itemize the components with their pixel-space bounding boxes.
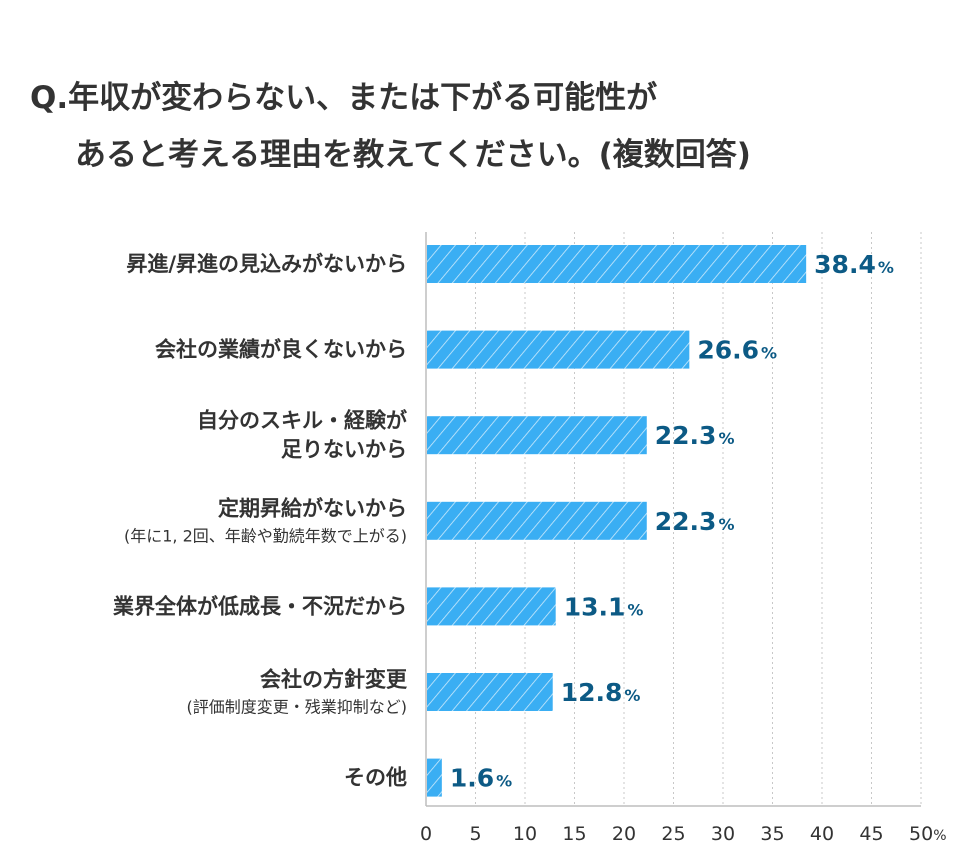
chart-title: Q.年収が変わらない、または下がる可能性が あると考える理由を教えてください。(… <box>30 70 751 184</box>
value-label: 12.8% <box>561 678 641 707</box>
x-tick-label: 40 <box>810 823 834 845</box>
category-label: 足りないから <box>281 438 407 462</box>
value-label: 22.3% <box>655 507 735 536</box>
category-label: その他 <box>344 766 407 790</box>
category-label: 会社の方針変更 <box>260 667 408 691</box>
x-tick-label: 0 <box>420 823 432 845</box>
x-tick-label: 45 <box>859 823 883 845</box>
value-label: 38.4% <box>814 250 894 279</box>
x-tick-label: 20 <box>612 823 636 845</box>
x-tick-label: 50% <box>909 823 947 845</box>
category-sublabel: (年に1, 2回、年齢や勤続年数で上がる) <box>124 526 407 545</box>
chart-title-line-2: あると考える理由を教えてください。(複数回答) <box>75 137 751 173</box>
category-sublabel: (評価制度変更・残業抑制など) <box>187 698 408 717</box>
category-label: 会社の業績が良くないから <box>155 338 407 362</box>
x-tick-label: 10 <box>513 823 537 845</box>
x-tick-label: 25 <box>661 823 685 845</box>
x-tick-label: 35 <box>760 823 784 845</box>
category-label: 定期昇給がないから <box>218 496 407 520</box>
category-label: 業界全体が低成長・不況だから <box>113 594 407 618</box>
bar <box>427 587 556 626</box>
chart-title-line-1: Q.年収が変わらない、または下がる可能性が <box>30 80 658 116</box>
bar <box>427 758 442 797</box>
value-label: 1.6% <box>450 764 512 793</box>
value-label: 26.6% <box>697 336 777 365</box>
bar <box>427 416 647 455</box>
x-tick-label: 30 <box>711 823 735 845</box>
x-tick-label: 15 <box>562 823 586 845</box>
bar <box>427 330 690 369</box>
bar <box>427 673 553 711</box>
value-label: 13.1% <box>564 592 644 621</box>
category-label: 自分のスキル・経験が <box>197 409 407 433</box>
category-label: 昇進/昇進の見込みがないから <box>126 252 407 276</box>
bar <box>427 501 647 540</box>
x-tick-label: 5 <box>469 823 481 845</box>
value-label: 22.3% <box>655 421 735 450</box>
bar <box>427 245 807 283</box>
